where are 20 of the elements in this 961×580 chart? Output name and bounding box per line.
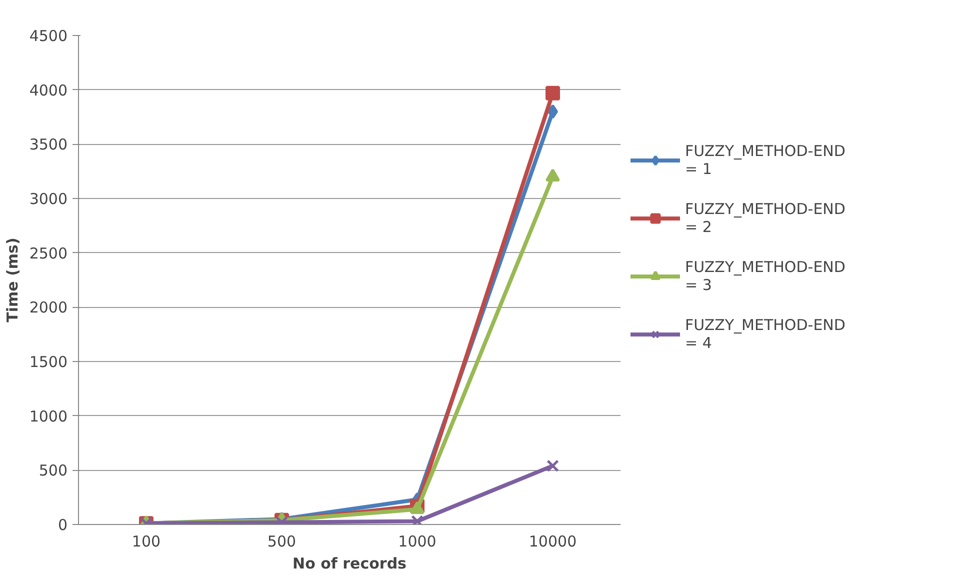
legend-label: FUZZY_METHOD-END = 3 <box>685 257 846 296</box>
legend-label: FUZZY_METHOD-END = 1 <box>685 141 846 180</box>
y-tick-label: 1500 <box>29 353 68 371</box>
x-axis-title: No of records <box>292 554 407 572</box>
y-tick-label: 4500 <box>29 27 68 45</box>
x-tick-label: 100 <box>132 532 161 550</box>
y-tick-label: 500 <box>38 462 68 480</box>
y-tick-label: 1000 <box>29 407 68 426</box>
y-tick-label: 4000 <box>29 81 68 100</box>
x-tick-label: 1000 <box>398 532 436 550</box>
y-tick-label: 0 <box>58 516 68 534</box>
legend-label: FUZZY_METHOD-END = 2 <box>685 199 846 238</box>
x-tick-label: 10000 <box>528 532 577 550</box>
y-axis-title: Time (ms) <box>3 238 22 322</box>
x-tick-label: 500 <box>267 532 296 550</box>
y-tick-label: 3000 <box>29 190 68 208</box>
y-tick-label: 2000 <box>29 298 68 317</box>
y-tick-label: 2500 <box>29 244 68 262</box>
y-tick-label: 3500 <box>29 136 68 154</box>
legend-label: FUZZY_METHOD-END = 4 <box>685 315 846 354</box>
